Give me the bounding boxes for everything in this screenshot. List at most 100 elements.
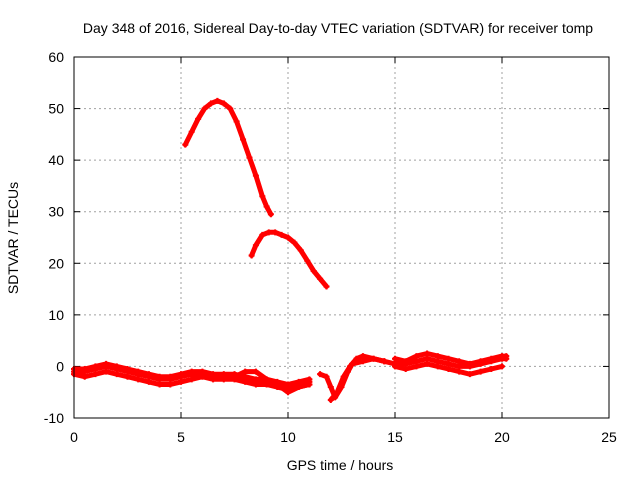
series-point <box>340 373 347 380</box>
y-tick-label: 10 <box>48 307 64 323</box>
series-point <box>263 376 270 383</box>
series-point <box>182 141 189 148</box>
series-point <box>353 355 360 362</box>
series-point <box>413 358 420 365</box>
series-point <box>402 366 409 373</box>
series-point <box>310 268 317 275</box>
series-point <box>103 360 110 367</box>
series-point <box>456 358 463 365</box>
series-point <box>252 242 259 249</box>
series-point <box>113 363 120 370</box>
series-point <box>135 368 142 375</box>
series-point <box>252 381 259 388</box>
x-tick-label: 10 <box>280 429 296 445</box>
x-tick-label: 20 <box>494 429 510 445</box>
series-point <box>424 350 431 357</box>
series-point <box>92 371 99 378</box>
series-point <box>246 154 253 161</box>
x-tick-label: 15 <box>387 429 403 445</box>
series-point <box>135 376 142 383</box>
series-point <box>242 378 249 385</box>
series-point <box>499 363 505 370</box>
series-point <box>381 358 388 365</box>
series-point <box>113 371 120 378</box>
series-point <box>392 355 398 362</box>
series-point <box>306 381 313 388</box>
y-tick-label: -10 <box>44 410 64 426</box>
series-point <box>445 366 452 373</box>
series-point <box>263 381 270 388</box>
series-point <box>220 376 227 383</box>
series-point <box>323 283 330 290</box>
series-point <box>466 360 473 367</box>
series-point <box>145 378 152 385</box>
series-point <box>304 257 311 264</box>
series-point <box>488 355 495 362</box>
series-point <box>359 358 366 365</box>
series-point <box>240 136 247 143</box>
series-point <box>503 353 510 360</box>
series-point <box>220 371 227 378</box>
series-point <box>424 360 431 367</box>
series-line-2 <box>249 229 329 289</box>
series-point <box>156 373 163 380</box>
series-point <box>252 376 259 383</box>
series-point <box>295 378 302 385</box>
series-point <box>285 381 291 388</box>
series-point <box>370 355 377 362</box>
series-point <box>178 371 184 378</box>
y-tick-label: 0 <box>56 358 64 374</box>
y-tick-labels: -10 0 10 20 30 40 50 60 <box>44 49 64 426</box>
x-tick-label: 5 <box>177 429 185 445</box>
x-tick-labels: 0 5 10 15 20 25 <box>70 429 617 445</box>
series-point <box>248 252 255 259</box>
series-point <box>259 193 266 200</box>
series-point <box>297 247 304 254</box>
series-point <box>347 363 354 370</box>
series-point <box>402 358 409 365</box>
series-point <box>323 373 330 380</box>
series-point <box>278 231 285 238</box>
series-point <box>199 373 206 380</box>
series-point <box>178 378 184 385</box>
series-point <box>188 368 195 375</box>
series-point <box>188 128 195 135</box>
series-point <box>327 384 334 391</box>
series-point <box>272 229 279 236</box>
series-point <box>317 275 324 282</box>
series-point <box>274 381 281 388</box>
series-point <box>259 231 266 238</box>
series-point <box>195 115 202 122</box>
y-tick-label: 30 <box>48 204 64 220</box>
series-point <box>156 381 163 388</box>
series-point <box>424 355 431 362</box>
series-point <box>413 353 420 360</box>
series-point <box>220 100 227 107</box>
y-tick-label: 40 <box>48 152 64 168</box>
series-point <box>124 373 131 380</box>
series-point <box>456 363 463 370</box>
x-axis-label: GPS time / hours <box>287 457 394 473</box>
grid-lines <box>74 57 609 418</box>
y-tick-label: 60 <box>48 49 64 65</box>
series-point <box>477 368 484 375</box>
chart-title: Day 348 of 2016, Sidereal Day-to-day VTE… <box>83 20 593 36</box>
series-point <box>214 97 221 104</box>
series-point <box>445 355 452 362</box>
series-point <box>201 105 208 112</box>
series-point <box>210 376 217 383</box>
series-point <box>263 203 270 210</box>
series-point <box>265 229 272 236</box>
series-point <box>242 373 249 380</box>
series-point <box>334 389 341 396</box>
series-point <box>285 389 291 396</box>
series-group <box>71 97 510 403</box>
plot-frame <box>73 56 610 419</box>
series-point <box>445 360 452 367</box>
series-point <box>227 105 234 112</box>
series-point <box>199 368 206 375</box>
series-point <box>103 368 110 375</box>
series-point <box>434 358 441 365</box>
tick-marks <box>73 56 610 419</box>
